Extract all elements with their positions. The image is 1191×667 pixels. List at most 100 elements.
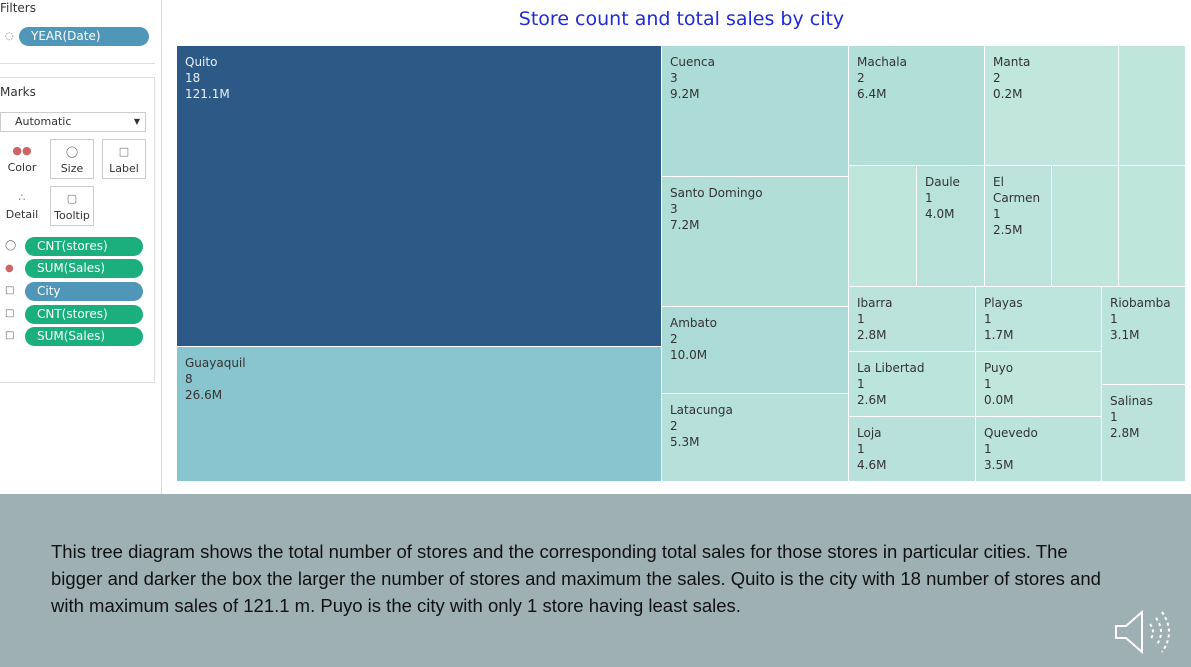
store-count-label: 2: [670, 332, 678, 346]
store-count-label: 1: [857, 377, 865, 391]
unlabeled-cell: [1052, 166, 1119, 287]
store-count-label: 18: [185, 71, 201, 85]
treemap-cell[interactable]: Salinas 1 2.8M: [1102, 385, 1186, 482]
city-label: El Carmen: [993, 175, 1041, 205]
sidebar: Filters ◌ YEAR(Date) Marks Automatic ▼ ●●…: [0, 0, 162, 494]
label-button[interactable]: □ Label: [102, 139, 146, 179]
treemap-cell[interactable]: Quevedo 1 3.5M: [976, 417, 1102, 482]
detail-button[interactable]: ∴ Detail: [5, 191, 39, 221]
city-label: Daule: [925, 175, 960, 189]
treemap-cell[interactable]: Quito 18 121.1M: [177, 46, 662, 347]
treemap-cell[interactable]: Riobamba 1 3.1M: [1102, 287, 1186, 385]
button-label: Label: [109, 162, 139, 175]
speaker-icon: [1115, 609, 1170, 655]
store-count-label: 1: [984, 312, 992, 326]
mark-type: Automatic: [15, 115, 72, 128]
treemap-cell[interactable]: Guayaquil 8 26.6M: [177, 347, 662, 482]
sales-label: 4.6M: [857, 458, 887, 472]
filter-pill[interactable]: YEAR(Date): [19, 27, 149, 46]
button-label: Color: [7, 161, 37, 174]
treemap-cell[interactable]: Santo Domingo 3 7.2M: [662, 177, 849, 307]
tooltip-button[interactable]: ▢ Tooltip: [50, 186, 94, 226]
treemap-cell[interactable]: El Carmen 1 2.5M: [985, 166, 1052, 287]
slide-footer: This tree diagram shows the total number…: [0, 494, 1191, 667]
sales-label: 10.0M: [670, 348, 708, 362]
city-label: La Libertad: [857, 361, 925, 375]
city-label: Playas: [984, 296, 1023, 310]
treemap-cell[interactable]: Puyo 1 0.0M: [976, 352, 1102, 417]
chart-title: Store count and total sales by city: [518, 8, 845, 30]
city-label: Ibarra: [857, 296, 893, 310]
unlabeled-cell: [849, 166, 917, 287]
caption: This tree diagram shows the total number…: [51, 541, 1101, 616]
sales-label: 5.3M: [670, 435, 700, 449]
store-count-label: 1: [984, 442, 992, 456]
city-label: Machala: [857, 55, 907, 69]
city-label: Cuenca: [670, 55, 715, 69]
city-label: Quito: [185, 55, 218, 69]
sales-label: 1.7M: [984, 328, 1014, 342]
sales-label: 26.6M: [185, 388, 223, 402]
sales-label: 9.2M: [670, 87, 700, 101]
treemap-cell[interactable]: Machala 2 6.4M: [849, 46, 985, 166]
store-count-label: 2: [857, 71, 865, 85]
city-label: Quevedo: [984, 426, 1038, 440]
city-label: Loja: [857, 426, 882, 440]
city-label: Riobamba: [1110, 296, 1171, 310]
sales-label: 2.5M: [993, 223, 1023, 237]
pill[interactable]: SUM(Sales): [25, 259, 143, 278]
treemap-cell[interactable]: Daule 1 4.0M: [917, 166, 985, 287]
treemap: Quito 18 121.1M Guayaquil 8 26.6M Cuenca 3 9.2M S…: [177, 46, 1186, 482]
sales-label: 3.5M: [984, 458, 1014, 472]
treemap-cell[interactable]: Latacunga 2 5.3M: [662, 394, 849, 482]
store-count-label: 1: [1110, 410, 1118, 424]
button-label: Size: [60, 162, 84, 175]
button-label: Tooltip: [54, 209, 90, 222]
city-label: Salinas: [1110, 394, 1153, 408]
store-count-label: 1: [925, 191, 933, 205]
city-label: Ambato: [670, 316, 717, 330]
treemap-cell[interactable]: Manta 2 0.2M: [985, 46, 1119, 166]
treemap-cell[interactable]: Ambato 2 10.0M: [662, 307, 849, 394]
button-label: Detail: [5, 208, 39, 221]
city-label: Latacunga: [670, 403, 733, 417]
sales-label: 0.0M: [984, 393, 1014, 407]
city-label: Santo Domingo: [670, 186, 763, 200]
store-count-label: 2: [670, 419, 678, 433]
store-count-label: 1: [857, 442, 865, 456]
marks-title: Marks: [0, 85, 36, 99]
color-button[interactable]: ●● Color: [7, 144, 37, 174]
treemap-cell[interactable]: Ibarra 1 2.8M: [849, 287, 976, 352]
sales-label: 121.1M: [185, 87, 230, 101]
store-count-label: 1: [1110, 312, 1118, 326]
sales-label: 3.1M: [1110, 328, 1140, 342]
treemap-cell[interactable]: Playas 1 1.7M: [976, 287, 1102, 352]
store-count-label: 1: [993, 207, 1001, 221]
treemap-cell[interactable]: Loja 1 4.6M: [849, 417, 976, 482]
treemap-cell[interactable]: La Libertad 1 2.6M: [849, 352, 976, 417]
size-button[interactable]: ◯ Size: [50, 139, 94, 179]
sales-label: 6.4M: [857, 87, 887, 101]
store-count-label: 3: [670, 71, 678, 85]
sales-label: 2.6M: [857, 393, 887, 407]
store-count-label: 1: [984, 377, 992, 391]
city-label: Manta: [993, 55, 1031, 69]
city-label: Puyo: [984, 361, 1014, 375]
sales-label: 7.2M: [670, 218, 700, 232]
city-label: Guayaquil: [185, 356, 246, 370]
store-count-label: 3: [670, 202, 678, 216]
sales-label: 4.0M: [925, 207, 955, 221]
filters-title: Filters: [0, 1, 36, 15]
unlabeled-cell: [1119, 166, 1186, 287]
pill[interactable]: City: [25, 282, 143, 301]
pill[interactable]: CNT(stores): [25, 305, 143, 324]
pill[interactable]: SUM(Sales): [25, 327, 143, 346]
pill[interactable]: CNT(stores): [25, 237, 143, 256]
unlabeled-cell: [1119, 46, 1186, 166]
sales-label: 2.8M: [857, 328, 887, 342]
store-count-label: 2: [993, 71, 1001, 85]
treemap-cell[interactable]: Cuenca 3 9.2M: [662, 46, 849, 177]
store-count-label: 8: [185, 372, 193, 386]
mark-type-dropdown[interactable]: Automatic ▼: [0, 112, 146, 132]
